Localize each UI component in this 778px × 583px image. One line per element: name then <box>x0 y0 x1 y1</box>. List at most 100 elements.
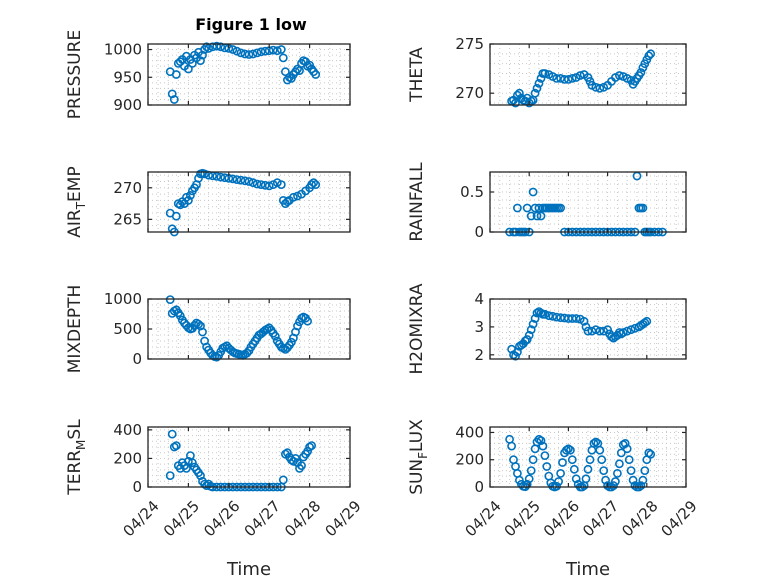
data-point <box>276 180 286 189</box>
data-point <box>311 180 321 189</box>
data-point <box>515 475 524 485</box>
data-point <box>566 445 575 455</box>
x-tick-label: 04/27 <box>241 497 284 540</box>
data-point <box>524 330 534 340</box>
y-tick-label: 270 <box>455 84 484 102</box>
data-point <box>220 173 230 183</box>
data-point <box>567 74 577 83</box>
data-point <box>190 320 199 330</box>
y-tick-label: 265 <box>113 210 142 228</box>
data-point <box>311 70 321 79</box>
y-tick-label: 1000 <box>104 41 142 59</box>
data-point <box>626 325 636 335</box>
data-point <box>556 468 565 478</box>
data-point <box>552 74 561 83</box>
data-point <box>611 477 620 486</box>
data-point <box>526 466 536 475</box>
data-point <box>571 474 581 484</box>
y-tick-label: 3 <box>474 318 484 336</box>
data-point <box>595 326 605 336</box>
data-point <box>171 211 181 221</box>
data-point <box>278 475 288 485</box>
data-point <box>256 47 266 57</box>
data-point <box>597 455 607 465</box>
data-point <box>642 316 652 326</box>
data-point <box>609 481 618 490</box>
data-point <box>558 458 567 467</box>
y-tick-label: 0 <box>474 223 484 241</box>
axes-frame <box>489 298 687 360</box>
axes-frame <box>489 426 687 488</box>
data-point <box>583 464 593 474</box>
data-point <box>240 49 250 59</box>
data-point <box>252 48 262 58</box>
data-point <box>616 448 626 458</box>
y-axis-label: PRESSURE <box>65 30 85 119</box>
data-point <box>198 327 207 337</box>
data-point <box>276 45 286 54</box>
data-point <box>513 203 522 213</box>
y-tick-label: 4 <box>474 290 484 308</box>
x-axis-label: Time <box>226 559 271 580</box>
data-point <box>589 438 599 448</box>
y-axis-label: MIXDEPTH <box>65 285 85 374</box>
data-point <box>646 49 656 59</box>
data-point <box>636 481 646 490</box>
data-point <box>515 88 524 98</box>
data-point <box>567 455 577 465</box>
data-point <box>595 445 605 455</box>
data-point <box>638 203 648 213</box>
data-point <box>640 466 650 475</box>
y-tick-label: 500 <box>113 320 142 338</box>
data-point <box>646 449 656 459</box>
data-point <box>196 56 205 65</box>
data-point <box>171 70 181 79</box>
data-point <box>307 441 316 450</box>
data-point <box>536 211 546 221</box>
data-point <box>526 325 536 335</box>
data-point <box>268 45 278 55</box>
data-point <box>585 455 595 465</box>
axes-frame <box>147 171 351 233</box>
data-point <box>212 41 222 51</box>
data-point <box>636 68 646 77</box>
data-point <box>297 461 306 470</box>
data-point <box>511 351 520 361</box>
data-point <box>248 178 258 188</box>
data-point <box>244 50 254 59</box>
subplot-pressure: 900 950 1000 PRESSURE <box>65 30 351 119</box>
data-point <box>288 192 298 202</box>
data-point <box>615 71 624 80</box>
data-point <box>638 475 648 485</box>
data-point <box>603 325 612 335</box>
x-tick-label: 04/24 <box>119 497 162 540</box>
data-point <box>183 195 193 205</box>
y-axis-label: H2OMIXRA <box>407 283 427 374</box>
data-point <box>579 316 589 326</box>
data-point <box>194 319 203 329</box>
data-point <box>264 181 274 191</box>
data-point <box>196 471 205 480</box>
data-point <box>534 79 544 88</box>
data-point <box>615 459 624 469</box>
y-tick-label: 2 <box>474 346 484 364</box>
x-tick-label: 04/26 <box>200 497 243 540</box>
data-point <box>528 319 538 329</box>
subplot-air: 265 270 AIRTEMP <box>65 166 351 238</box>
data-point <box>208 42 217 52</box>
axes-background <box>148 427 350 487</box>
data-point <box>232 175 242 184</box>
y-axis-label: SUNFLUX <box>407 419 430 495</box>
y-tick-label: 200 <box>455 451 484 469</box>
axes-background <box>490 172 686 232</box>
data-point <box>212 171 222 181</box>
data-point <box>591 325 601 335</box>
data-point <box>571 314 581 323</box>
y-tick-label: 200 <box>113 449 142 467</box>
data-point <box>175 311 185 321</box>
y-tick-label: 950 <box>113 68 142 86</box>
data-point <box>548 311 558 321</box>
